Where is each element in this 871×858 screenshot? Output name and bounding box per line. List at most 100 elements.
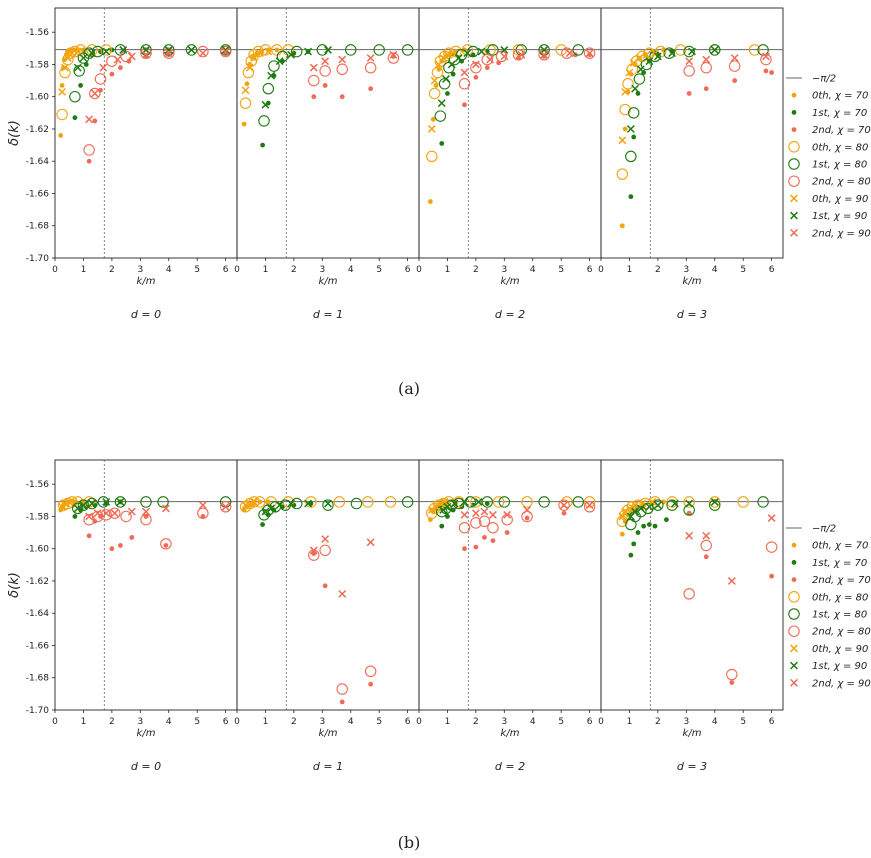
- data-point-1st-circle: [114, 44, 127, 56]
- x-tick-label: 0: [416, 717, 422, 727]
- data-point-1st-x: [267, 71, 276, 80]
- data-point-2nd-dot: [686, 510, 692, 516]
- data-point-1st-circle: [290, 45, 303, 58]
- panel-1: 0 1 2 3 4 5 6 k/m d = 1: [234, 459, 420, 773]
- x-tick-label: 5: [194, 265, 200, 275]
- y-tick-label: -1.70: [26, 706, 50, 716]
- data-point-1st-dot: [652, 523, 658, 529]
- data-point-2nd-x: [727, 577, 736, 585]
- data-point-1st-circle: [683, 504, 695, 516]
- data-point-2nd-x: [164, 49, 173, 58]
- data-point-1st-dot: [445, 514, 450, 519]
- data-point-0th-x: [642, 50, 651, 59]
- data-point-0th-x: [440, 498, 449, 506]
- data-point-1st-dot: [635, 91, 641, 96]
- y-tick-label: -1.62: [26, 577, 49, 587]
- data-point-2nd-dot: [473, 544, 479, 550]
- legend-label: 1st, χ = 70: [812, 108, 867, 119]
- data-point-0th-circle: [72, 496, 84, 508]
- data-point-0th-dot: [274, 47, 280, 53]
- x-tick-label: 3: [501, 717, 507, 727]
- data-point-1st-circle: [91, 45, 104, 58]
- data-point-2nd-circle: [140, 513, 152, 526]
- data-point-1st-circle: [434, 110, 447, 122]
- data-point-1st-dot: [484, 501, 490, 506]
- data-point-2nd-x: [702, 55, 711, 64]
- legend-swatch-x: [790, 194, 798, 203]
- legend-item: −π/2: [786, 524, 836, 535]
- data-point-0th-x: [264, 47, 273, 56]
- data-point-1st-dot: [265, 100, 271, 106]
- legend-swatch-x: [790, 228, 798, 237]
- x-tick-label: 4: [166, 717, 172, 727]
- legend-label: 1st, χ = 80: [812, 160, 867, 171]
- data-point-2nd-circle: [140, 47, 152, 59]
- data-point-0th-x: [245, 63, 254, 72]
- x-tick-label: 2: [291, 717, 297, 727]
- data-point-2nd-circle: [387, 52, 400, 64]
- y-tick-label: -1.66: [26, 641, 50, 651]
- data-point-2nd-circle: [106, 55, 118, 67]
- panel-frame: [418, 7, 602, 259]
- data-point-2nd-x: [127, 52, 136, 61]
- x-axis-label: k/m: [137, 728, 156, 739]
- data-point-1st-dot: [260, 522, 265, 527]
- data-point-1st-dot: [445, 91, 450, 96]
- data-point-2nd-dot: [109, 71, 115, 77]
- data-point-2nd-dot: [86, 158, 92, 164]
- data-point-1st-x: [463, 49, 472, 58]
- data-point-2nd-dot: [769, 573, 775, 579]
- legend-item: 2nd, χ = 80: [788, 175, 871, 188]
- data-point-1st-dot: [664, 517, 669, 523]
- data-point-2nd-dot: [118, 543, 123, 548]
- data-point-0th-x: [245, 499, 254, 508]
- data-point-1st-circle: [140, 496, 152, 508]
- legend-label: 2nd, χ = 80: [812, 627, 871, 638]
- data-point-0th-circle: [748, 44, 761, 56]
- y-axis: -1.56 -1.58 -1.60 -1.62 -1.64 -1.66 -1.68 -1.70: [26, 480, 55, 716]
- data-point-2nd-circle: [478, 515, 491, 528]
- data-point-0th-dot: [62, 57, 68, 63]
- data-point-0th-x: [73, 47, 82, 56]
- data-point-1st-x: [304, 47, 313, 56]
- x-tick-label: 3: [137, 265, 143, 275]
- data-point-2nd-x: [127, 507, 136, 516]
- data-point-0th-dot: [244, 81, 250, 87]
- legend-label: 2nd, χ = 90: [812, 678, 871, 689]
- data-point-2nd-x: [338, 589, 347, 598]
- x-tick-label: 3: [137, 717, 143, 727]
- data-point-2nd-x: [99, 63, 108, 72]
- data-point-1st-x: [671, 499, 679, 508]
- data-point-2nd-circle: [120, 510, 132, 523]
- data-point-2nd-dot: [732, 78, 738, 83]
- data-point-2nd-circle: [219, 501, 232, 513]
- data-point-2nd-circle: [470, 61, 482, 74]
- data-point-2nd-x: [221, 47, 230, 56]
- legend-label: 0th, χ = 70: [812, 541, 868, 552]
- legend-label: −π/2: [812, 524, 836, 535]
- data-point-0th-x: [434, 60, 443, 69]
- legend-label: 1st, χ = 90: [812, 211, 867, 222]
- y-tick-label: -1.58: [26, 60, 50, 70]
- data-point-1st-circle: [72, 502, 84, 515]
- data-point-2nd-x: [85, 115, 94, 124]
- x-tick-label: 1: [81, 265, 87, 275]
- data-point-2nd-circle: [765, 541, 778, 553]
- data-point-2nd-dot: [703, 86, 709, 92]
- x-tick-label: 6: [405, 265, 411, 275]
- data-point-1st-circle: [649, 50, 661, 63]
- legend-label: 1st, χ = 80: [812, 610, 867, 621]
- data-point-0th-circle: [333, 496, 346, 508]
- data-point-0th-x: [618, 136, 627, 145]
- y-tick-label: -1.60: [26, 545, 50, 555]
- caption-b: (b): [398, 833, 421, 852]
- data-point-1st-dot: [439, 141, 445, 146]
- data-point-1st-circle: [77, 499, 90, 511]
- data-point-2nd-x: [85, 512, 94, 521]
- data-point-2nd-dot: [462, 102, 467, 108]
- data-point-0th-circle: [521, 496, 533, 508]
- data-point-1st-x: [631, 84, 640, 93]
- legend-label: 2nd, χ = 90: [812, 228, 871, 239]
- legend-item: 1st, χ = 80: [788, 608, 867, 621]
- data-point-0th-x: [65, 498, 74, 506]
